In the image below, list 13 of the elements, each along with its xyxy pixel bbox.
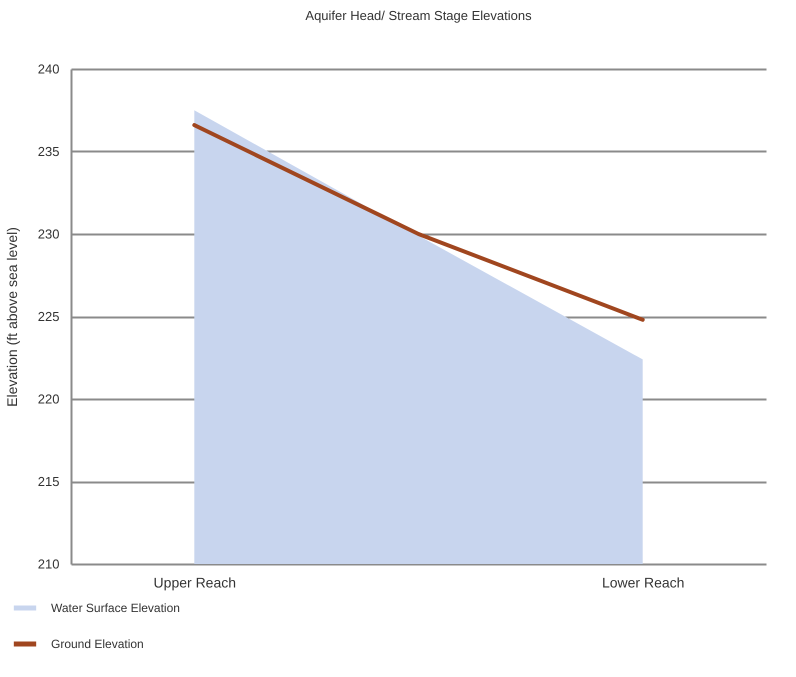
legend-label: Water Surface Elevation: [51, 601, 180, 615]
legend-label: Ground Elevation: [51, 637, 144, 651]
y-tick-label: 220: [38, 392, 60, 406]
chart-title: Aquifer Head/ Stream Stage Elevations: [305, 8, 532, 23]
x-tick-label: Upper Reach: [154, 574, 236, 590]
y-tick-label: 215: [38, 474, 60, 489]
y-tick-label: 225: [38, 309, 60, 324]
x-tick-label: Lower Reach: [602, 574, 684, 590]
y-axis-title: Elevation (ft above sea level): [4, 227, 20, 407]
y-tick-label: 235: [38, 144, 60, 159]
y-tick-label: 230: [38, 226, 60, 242]
y-tick-label: 210: [38, 556, 60, 572]
y-tick-label: 240: [38, 62, 60, 76]
